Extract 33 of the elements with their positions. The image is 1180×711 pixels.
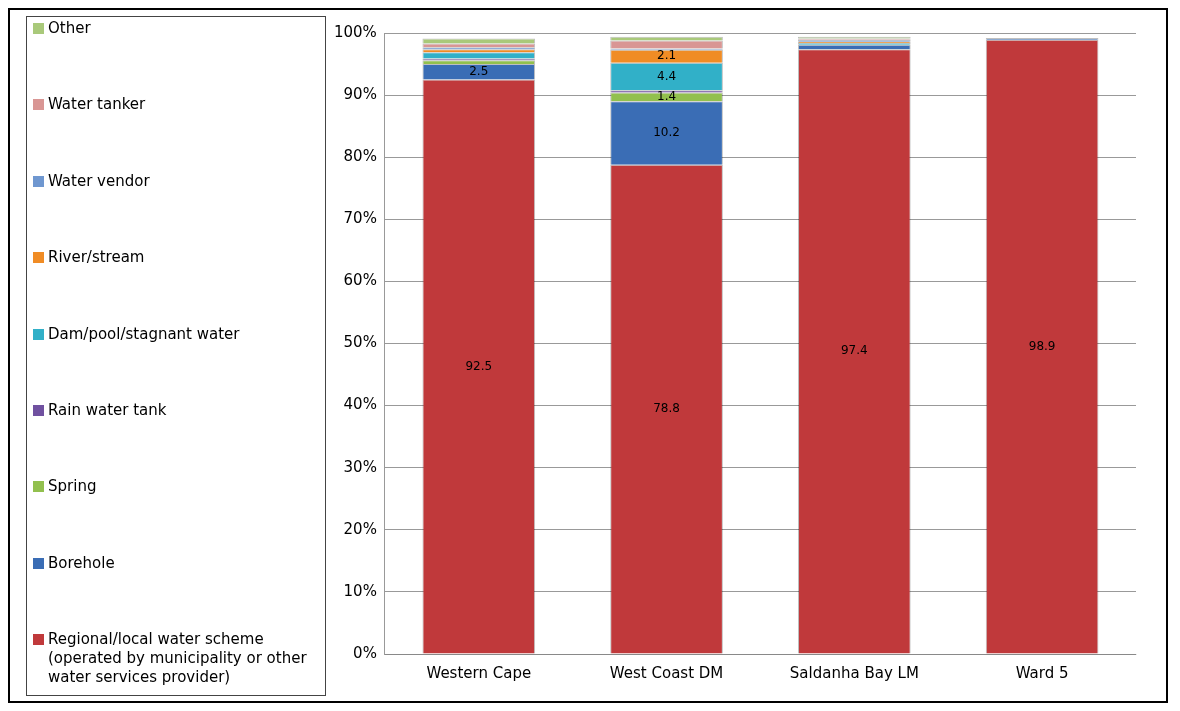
y-tick-label: 80% [343, 147, 377, 166]
data-label: 2.5 [469, 63, 489, 78]
y-tick-label: 30% [343, 457, 377, 476]
y-tick-label: 10% [343, 581, 377, 600]
legend-label: Borehole [48, 553, 115, 573]
y-tick-label: 50% [343, 333, 377, 352]
legend-label: Other [48, 19, 91, 38]
x-tick-label: Saldanha Bay LM [789, 663, 919, 682]
legend-label: Spring [48, 477, 97, 497]
data-label: 98.9 [1028, 338, 1056, 353]
x-tick-label: West Coast DM [609, 663, 724, 682]
legend-label: River/stream [48, 248, 145, 268]
data-label: 2.1 [657, 48, 677, 63]
data-label: 92.5 [465, 358, 493, 373]
y-tick-label: 40% [343, 395, 377, 414]
y-tick-label: 0% [353, 643, 377, 662]
legend-label: Rain water tank [48, 400, 167, 420]
data-label: 97.4 [840, 343, 868, 358]
x-tick-label: Ward 5 [1015, 663, 1069, 682]
y-tick-label: 60% [343, 271, 377, 290]
y-tick-label: 90% [343, 84, 377, 103]
legend-label: Water tanker [48, 95, 146, 115]
y-tick-label: 20% [343, 519, 377, 538]
data-label: 78.8 [653, 401, 680, 416]
data-label: 1.4 [657, 89, 677, 104]
legend-label: Water vendor [48, 171, 150, 191]
legend-label: Regional/local water scheme (operated by municipality or other water services provider) [48, 630, 308, 687]
data-label: 10.2 [653, 125, 680, 140]
x-tick-label: Western Cape [426, 663, 532, 682]
y-tick-label: 100% [333, 22, 377, 41]
y-tick-label: 70% [343, 209, 377, 228]
legend-label: Dam/pool/stagnant water [48, 324, 240, 344]
data-label: 4.4 [657, 68, 677, 83]
